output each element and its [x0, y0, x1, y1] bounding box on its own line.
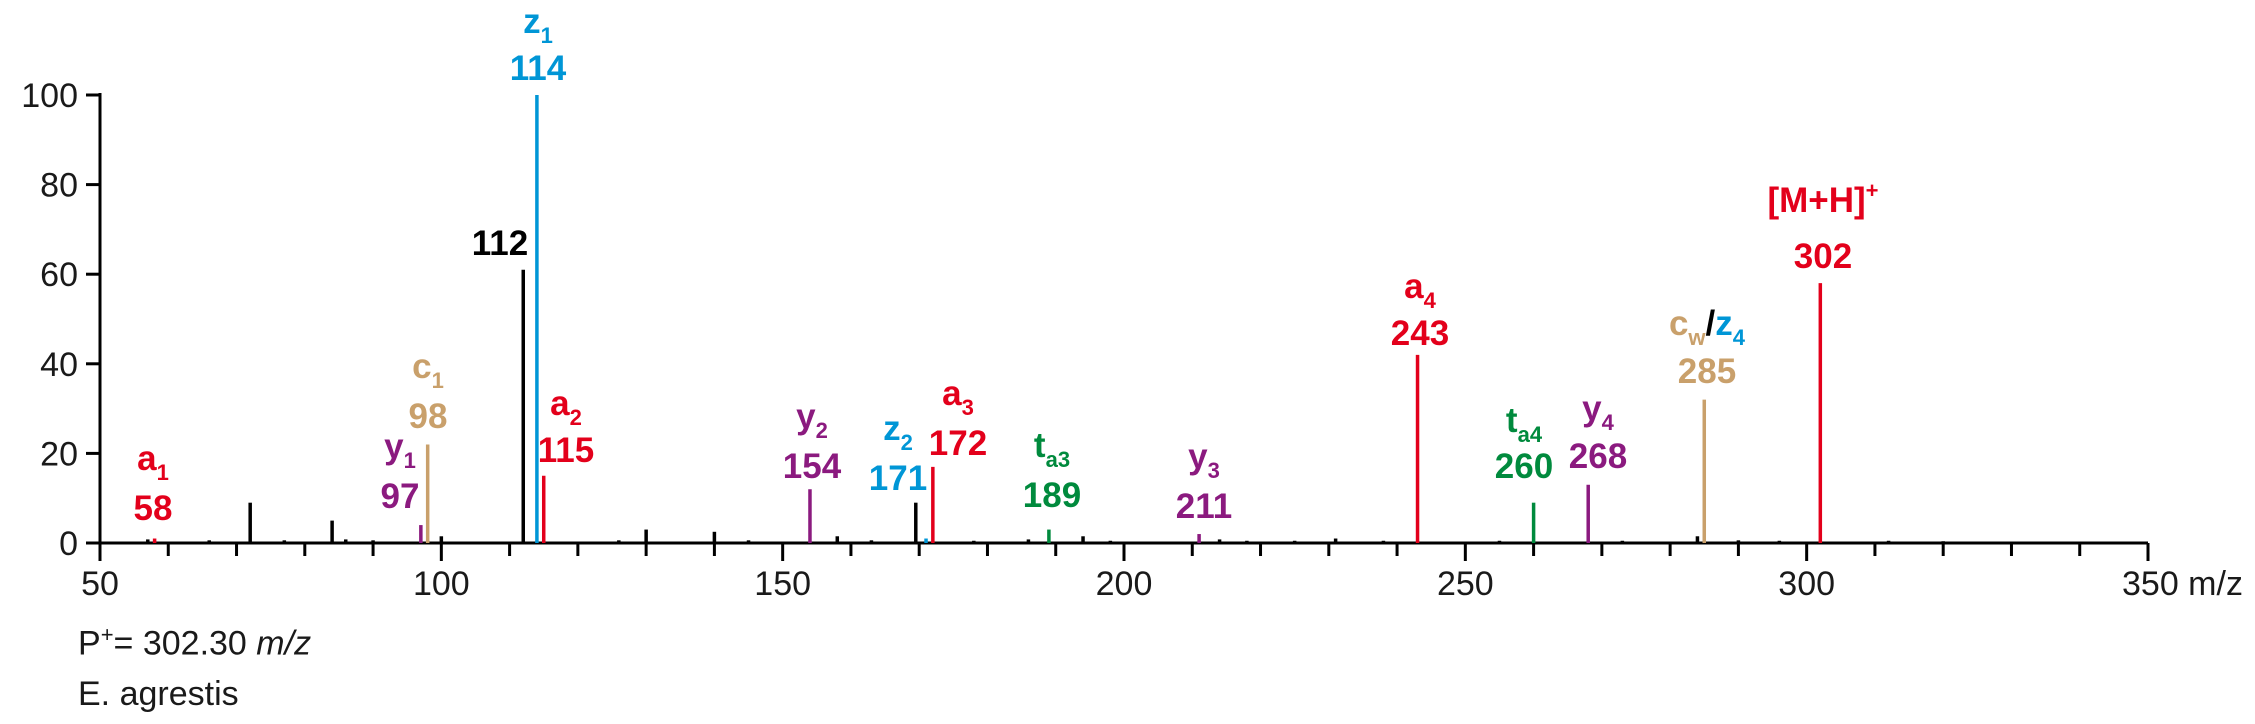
precursor-value: = 302.30 [113, 624, 257, 663]
x-tick-label: 350 m/z [2122, 565, 2243, 603]
peak-label-112: 112 [472, 224, 528, 263]
x-tick-label: 100 [413, 565, 470, 603]
species-name: E. agrestis [78, 675, 239, 713]
y-axis: 0 20 40 60 80 100 [21, 77, 102, 563]
ion-name: a3 [942, 374, 974, 420]
peak-labels: a158y197c198112z1114a2115y2154z2171a3172… [134, 2, 1879, 528]
ion-name: z1 [523, 2, 553, 48]
ion-name: [M+H]+ [1767, 178, 1878, 220]
peaks [146, 95, 1945, 543]
mass-spectrum-chart: 0 20 40 60 80 100 50 100 150 200 250 300 350 m/z a1… [21, 2, 2243, 603]
peak-mz-value: 211 [1176, 487, 1232, 526]
peak-mz-value: 260 [1495, 447, 1553, 486]
peak-mz-value: 98 [409, 397, 448, 436]
y-tick-label: 0 [59, 525, 78, 563]
x-tick-label: 300 [1778, 565, 1835, 603]
peak-mz-value: 97 [381, 477, 420, 516]
ion-name: a1 [137, 439, 169, 485]
peak-mz-value: 172 [929, 424, 987, 463]
ion-name: c1 [412, 347, 444, 393]
precursor-charge: + [100, 622, 114, 647]
peak-mz-value: 112 [472, 224, 528, 263]
precursor-unit: m/z [256, 624, 312, 663]
peak-mz-value: 114 [510, 49, 567, 88]
ion-name: y1 [384, 427, 416, 473]
y-tick-label: 20 [40, 435, 78, 473]
peak-mz-value: 268 [1569, 437, 1627, 476]
y-tick-label: 80 [40, 167, 78, 205]
y-tick-label: 100 [21, 77, 78, 115]
ion-name: cw/z4 [1669, 304, 1746, 350]
y-tick-label: 40 [40, 346, 78, 384]
x-tick-label: 150 [754, 565, 811, 603]
ion-name: y4 [1582, 389, 1614, 435]
ion-name: ta3 [1034, 426, 1070, 472]
peak-mz-value: 115 [538, 431, 594, 470]
peak-mz-value: 154 [783, 447, 842, 486]
ion-name: ta4 [1506, 401, 1543, 447]
precursor-prefix: P [78, 624, 101, 663]
peak-mz-value: 58 [134, 489, 173, 528]
y-tick-label: 60 [40, 256, 78, 294]
precursor-info: P+= 302.30 m/z [78, 622, 311, 663]
ion-name: a4 [1404, 267, 1436, 313]
peak-mz-value: 171 [869, 459, 927, 498]
x-tick-label: 50 [81, 565, 119, 603]
peak-mz-value: 189 [1023, 476, 1081, 515]
ion-name: z2 [883, 409, 913, 455]
x-axis: 50 100 150 200 250 300 350 m/z [81, 541, 2243, 603]
peak-mz-value: 285 [1678, 352, 1736, 391]
x-tick-label: 250 [1437, 565, 1494, 603]
peak-mz-value: 243 [1391, 314, 1449, 353]
ion-name: a2 [550, 384, 582, 430]
x-tick-label: 200 [1096, 565, 1153, 603]
ion-name: y3 [1188, 437, 1220, 483]
ion-name: y2 [796, 397, 828, 443]
peak-mz-value: 302 [1794, 237, 1852, 276]
peak-label-302: [M+H]+ 302 [1767, 178, 1878, 276]
